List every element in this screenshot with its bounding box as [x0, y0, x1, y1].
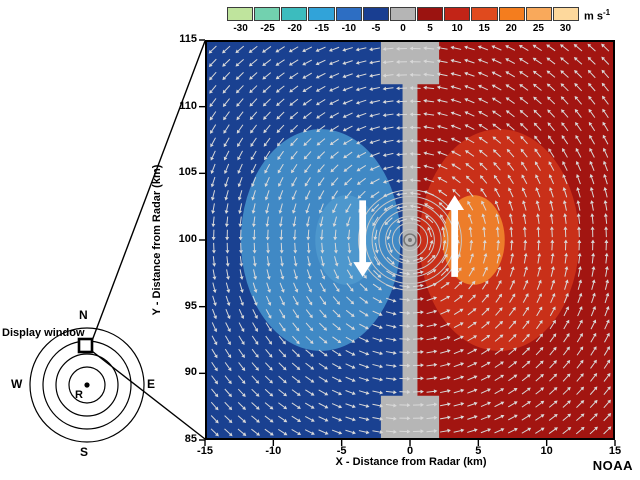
y-axis-tick-label: 115 — [179, 33, 197, 45]
velocity-display-window — [205, 40, 615, 440]
zoom-connector-top — [91, 40, 206, 340]
compass-east-label: E — [147, 377, 156, 391]
circulation-ring — [358, 189, 462, 291]
colorbar-cell — [471, 7, 498, 21]
colorbar-cell — [417, 7, 444, 21]
x-axis-tick-label: -5 — [336, 445, 347, 457]
compass-west-label: W — [11, 377, 23, 391]
velocity-field-svg — [207, 42, 613, 438]
display-window-label: Display window — [2, 327, 85, 339]
unit-exponent: -1 — [602, 8, 611, 17]
radar-label: R — [75, 389, 83, 401]
compass-north-label: N — [79, 308, 88, 322]
colorbar-tick-label: 10 — [451, 23, 463, 34]
colorbar-tick-label: -15 — [314, 23, 329, 34]
colorbar-tick-label: -10 — [341, 23, 357, 34]
vortex-center-dot — [408, 238, 412, 242]
colorbar-tick-label: 25 — [532, 23, 544, 34]
colorbar-cell — [227, 7, 254, 21]
y-axis-tick-label: 110 — [179, 99, 197, 112]
colorbar-cell — [335, 7, 362, 21]
circulation-ring — [378, 209, 442, 271]
y-axis-title: Y - Distance from Radar (km) — [151, 164, 163, 316]
zero-isodop-block — [380, 395, 440, 438]
circulation-ring — [391, 222, 429, 258]
radar-location-dot — [84, 382, 90, 388]
x-axis-tick-label: -15 — [197, 445, 213, 457]
colorbar-tick-label: -20 — [287, 23, 302, 34]
colorbar-tick-label: 30 — [559, 23, 572, 34]
y-axis-tick-label: 85 — [184, 433, 197, 445]
y-axis-tick-label: 105 — [178, 166, 197, 179]
colorbar-cell — [498, 7, 525, 21]
y-axis-tick-label: 100 — [178, 233, 197, 245]
colorbar-scale-labels: -30 -25 -20 -15 -10 -5 0 5 10 15 20 25 30 — [227, 23, 579, 34]
outbound-max-region — [442, 195, 505, 285]
colorbar-tick-label: 20 — [505, 23, 517, 34]
y-axis-tick-label: 90 — [184, 366, 197, 379]
colorbar-cell — [525, 7, 552, 21]
radar-range-ring — [42, 340, 132, 430]
display-window-box — [77, 337, 94, 354]
zoom-connector-bottom — [92, 350, 206, 440]
circulation-ring — [371, 202, 449, 278]
colorbar-unit-label: m s-1 — [584, 8, 610, 23]
colorbar-tick-label: -25 — [260, 23, 275, 34]
radar-range-ring — [29, 327, 145, 443]
colorbar-cell — [281, 7, 308, 21]
zero-isodop-block — [380, 42, 440, 85]
wind-vector-shafts — [210, 45, 610, 435]
colorbar-cell — [254, 7, 281, 21]
x-axis-title: X - Distance from Radar (km) — [335, 456, 487, 468]
credit-text: NOAA — [592, 458, 633, 473]
circulation-ring — [398, 228, 422, 252]
colorbar — [227, 7, 580, 21]
colorbar-cell — [444, 7, 471, 21]
colorbar-tick-label: 0 — [400, 23, 406, 34]
x-axis-tick-label: 0 — [406, 445, 414, 457]
circulation-ring — [385, 215, 435, 265]
y-axis-tick-label: 95 — [184, 299, 197, 312]
outbound-flow-arrow — [445, 195, 465, 277]
colorbar-tick-label: -5 — [371, 23, 381, 34]
unit-base: m s — [584, 10, 603, 23]
x-axis-tick-label: 10 — [540, 445, 553, 457]
colorbar-cell — [552, 7, 580, 21]
x-axis-tick-label: 5 — [475, 445, 482, 457]
compass-south-label: S — [80, 445, 89, 459]
x-axis-tick-label: -10 — [265, 445, 282, 457]
colorbar-tick-label: -30 — [233, 23, 248, 34]
inbound-core-region — [315, 195, 378, 285]
colorbar-tick-label: 5 — [427, 23, 433, 34]
inbound-flow-arrow — [353, 200, 373, 277]
x-axis-tick-label: 15 — [608, 445, 622, 457]
colorbar-tick-label: 15 — [478, 23, 490, 34]
colorbar-cell — [308, 7, 335, 21]
radar-range-ring — [55, 353, 119, 417]
colorbar-cell — [362, 7, 389, 21]
colorbar-cell — [389, 7, 417, 21]
